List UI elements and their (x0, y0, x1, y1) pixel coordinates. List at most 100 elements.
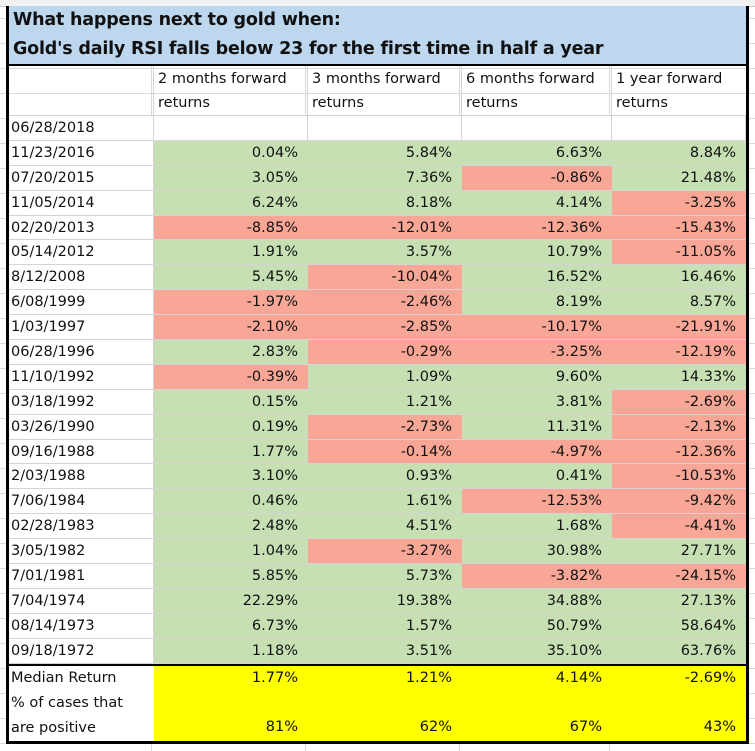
date-cell[interactable]: 02/20/2013 (9, 215, 154, 240)
return-1-year-cell[interactable]: -3.25% (612, 190, 746, 215)
date-cell[interactable]: 2/03/1988 (9, 464, 154, 489)
return-2-months-cell[interactable] (154, 116, 308, 140)
return-2-months-cell[interactable]: 0.46% (154, 489, 308, 514)
return-1-year-cell[interactable]: 63.76% (612, 638, 746, 663)
return-2-months-cell[interactable]: 5.85% (154, 564, 308, 588)
positive-pct-label[interactable]: % of cases that are positive (9, 690, 154, 741)
return-2-months-cell[interactable]: 5.45% (154, 265, 308, 290)
date-cell[interactable]: 6/08/1999 (9, 290, 154, 315)
return-2-months-cell[interactable]: 1.18% (154, 638, 308, 663)
return-3-months-cell[interactable]: -0.29% (308, 340, 462, 364)
header-2-months[interactable]: 2 months forward returns (154, 66, 308, 115)
date-cell[interactable]: 11/10/1992 (9, 364, 154, 389)
header-1-year[interactable]: 1 year forward returns (612, 66, 746, 115)
date-cell[interactable]: 8/12/2008 (9, 265, 154, 290)
return-6-months-cell[interactable]: -12.36% (462, 215, 612, 240)
return-6-months-cell[interactable]: 4.14% (462, 190, 612, 215)
return-3-months-cell[interactable]: 8.18% (308, 190, 462, 215)
return-3-months-cell[interactable]: 3.57% (308, 240, 462, 265)
return-3-months-cell[interactable]: 0.93% (308, 464, 462, 489)
return-1-year-cell[interactable]: 27.71% (612, 539, 746, 564)
return-1-year-cell[interactable]: 14.33% (612, 364, 746, 389)
return-2-months-cell[interactable]: 2.48% (154, 514, 308, 539)
header-3-months[interactable]: 3 months forward returns (308, 66, 462, 115)
return-1-year-cell[interactable]: 8.57% (612, 290, 746, 315)
return-2-months-cell[interactable]: 0.19% (154, 414, 308, 439)
return-6-months-cell[interactable]: 9.60% (462, 364, 612, 389)
return-2-months-cell[interactable]: 22.29% (154, 588, 308, 613)
return-1-year-cell[interactable]: -2.13% (612, 414, 746, 439)
return-2-months-cell[interactable]: 0.15% (154, 389, 308, 414)
return-6-months-cell[interactable]: -3.25% (462, 340, 612, 364)
return-6-months-cell[interactable] (462, 116, 612, 140)
date-cell[interactable]: 07/20/2015 (9, 165, 154, 190)
return-1-year-cell[interactable]: -10.53% (612, 464, 746, 489)
header-6-months[interactable]: 6 months forward returns (462, 66, 612, 115)
return-2-months-cell[interactable]: -8.85% (154, 215, 308, 240)
return-1-year-cell[interactable]: 8.84% (612, 140, 746, 165)
date-cell[interactable]: 06/28/1996 (9, 340, 154, 364)
return-3-months-cell[interactable]: -3.27% (308, 539, 462, 564)
return-3-months-cell[interactable]: -2.73% (308, 414, 462, 439)
return-1-year-cell[interactable]: 21.48% (612, 165, 746, 190)
return-6-months-cell[interactable]: 3.81% (462, 389, 612, 414)
return-2-months-cell[interactable]: 2.83% (154, 340, 308, 364)
positive-pct-3-months[interactable]: 62% (308, 690, 462, 741)
median-3-months[interactable]: 1.21% (308, 665, 462, 691)
positive-pct-1-year[interactable]: 43% (612, 690, 746, 741)
header-date[interactable] (9, 66, 154, 115)
return-2-months-cell[interactable]: 1.91% (154, 240, 308, 265)
return-2-months-cell[interactable]: 0.04% (154, 140, 308, 165)
return-6-months-cell[interactable]: -12.53% (462, 489, 612, 514)
return-6-months-cell[interactable]: 30.98% (462, 539, 612, 564)
return-3-months-cell[interactable]: 5.73% (308, 564, 462, 588)
return-6-months-cell[interactable]: 11.31% (462, 414, 612, 439)
return-6-months-cell[interactable]: 34.88% (462, 588, 612, 613)
return-3-months-cell[interactable]: 3.51% (308, 638, 462, 663)
return-6-months-cell[interactable]: -4.97% (462, 439, 612, 464)
return-2-months-cell[interactable]: 3.10% (154, 464, 308, 489)
positive-pct-2-months[interactable]: 81% (154, 690, 308, 741)
date-cell[interactable]: 7/04/1974 (9, 588, 154, 613)
return-1-year-cell[interactable]: -15.43% (612, 215, 746, 240)
return-6-months-cell[interactable]: 50.79% (462, 613, 612, 638)
return-3-months-cell[interactable] (308, 116, 462, 140)
median-2-months[interactable]: 1.77% (154, 665, 308, 691)
return-6-months-cell[interactable]: -10.17% (462, 315, 612, 340)
return-1-year-cell[interactable]: 58.64% (612, 613, 746, 638)
return-1-year-cell[interactable]: -12.19% (612, 340, 746, 364)
date-cell[interactable]: 03/18/1992 (9, 389, 154, 414)
return-3-months-cell[interactable]: 19.38% (308, 588, 462, 613)
date-cell[interactable]: 09/18/1972 (9, 638, 154, 663)
return-2-months-cell[interactable]: -1.97% (154, 290, 308, 315)
return-3-months-cell[interactable]: 1.57% (308, 613, 462, 638)
return-2-months-cell[interactable]: 3.05% (154, 165, 308, 190)
date-cell[interactable]: 11/23/2016 (9, 140, 154, 165)
return-2-months-cell[interactable]: 1.04% (154, 539, 308, 564)
return-6-months-cell[interactable]: -0.86% (462, 165, 612, 190)
return-2-months-cell[interactable]: 6.73% (154, 613, 308, 638)
return-1-year-cell[interactable]: -21.91% (612, 315, 746, 340)
return-1-year-cell[interactable]: -9.42% (612, 489, 746, 514)
date-cell[interactable]: 3/05/1982 (9, 539, 154, 564)
return-1-year-cell[interactable]: -2.69% (612, 389, 746, 414)
return-1-year-cell[interactable]: 16.46% (612, 265, 746, 290)
return-6-months-cell[interactable]: 0.41% (462, 464, 612, 489)
return-2-months-cell[interactable]: 6.24% (154, 190, 308, 215)
return-3-months-cell[interactable]: -2.46% (308, 290, 462, 315)
return-6-months-cell[interactable]: -3.82% (462, 564, 612, 588)
date-cell[interactable]: 1/03/1997 (9, 315, 154, 340)
return-2-months-cell[interactable]: 1.77% (154, 439, 308, 464)
date-cell[interactable]: 11/05/2014 (9, 190, 154, 215)
return-3-months-cell[interactable]: 1.21% (308, 389, 462, 414)
return-3-months-cell[interactable]: 1.61% (308, 489, 462, 514)
return-6-months-cell[interactable]: 1.68% (462, 514, 612, 539)
table-title[interactable]: What happens next to gold when: Gold's d… (9, 6, 746, 66)
return-6-months-cell[interactable]: 8.19% (462, 290, 612, 315)
return-1-year-cell[interactable] (612, 116, 746, 140)
median-6-months[interactable]: 4.14% (462, 665, 612, 691)
date-cell[interactable]: 06/28/2018 (9, 116, 154, 140)
return-3-months-cell[interactable]: 5.84% (308, 140, 462, 165)
return-3-months-cell[interactable]: 1.09% (308, 364, 462, 389)
date-cell[interactable]: 02/28/1983 (9, 514, 154, 539)
